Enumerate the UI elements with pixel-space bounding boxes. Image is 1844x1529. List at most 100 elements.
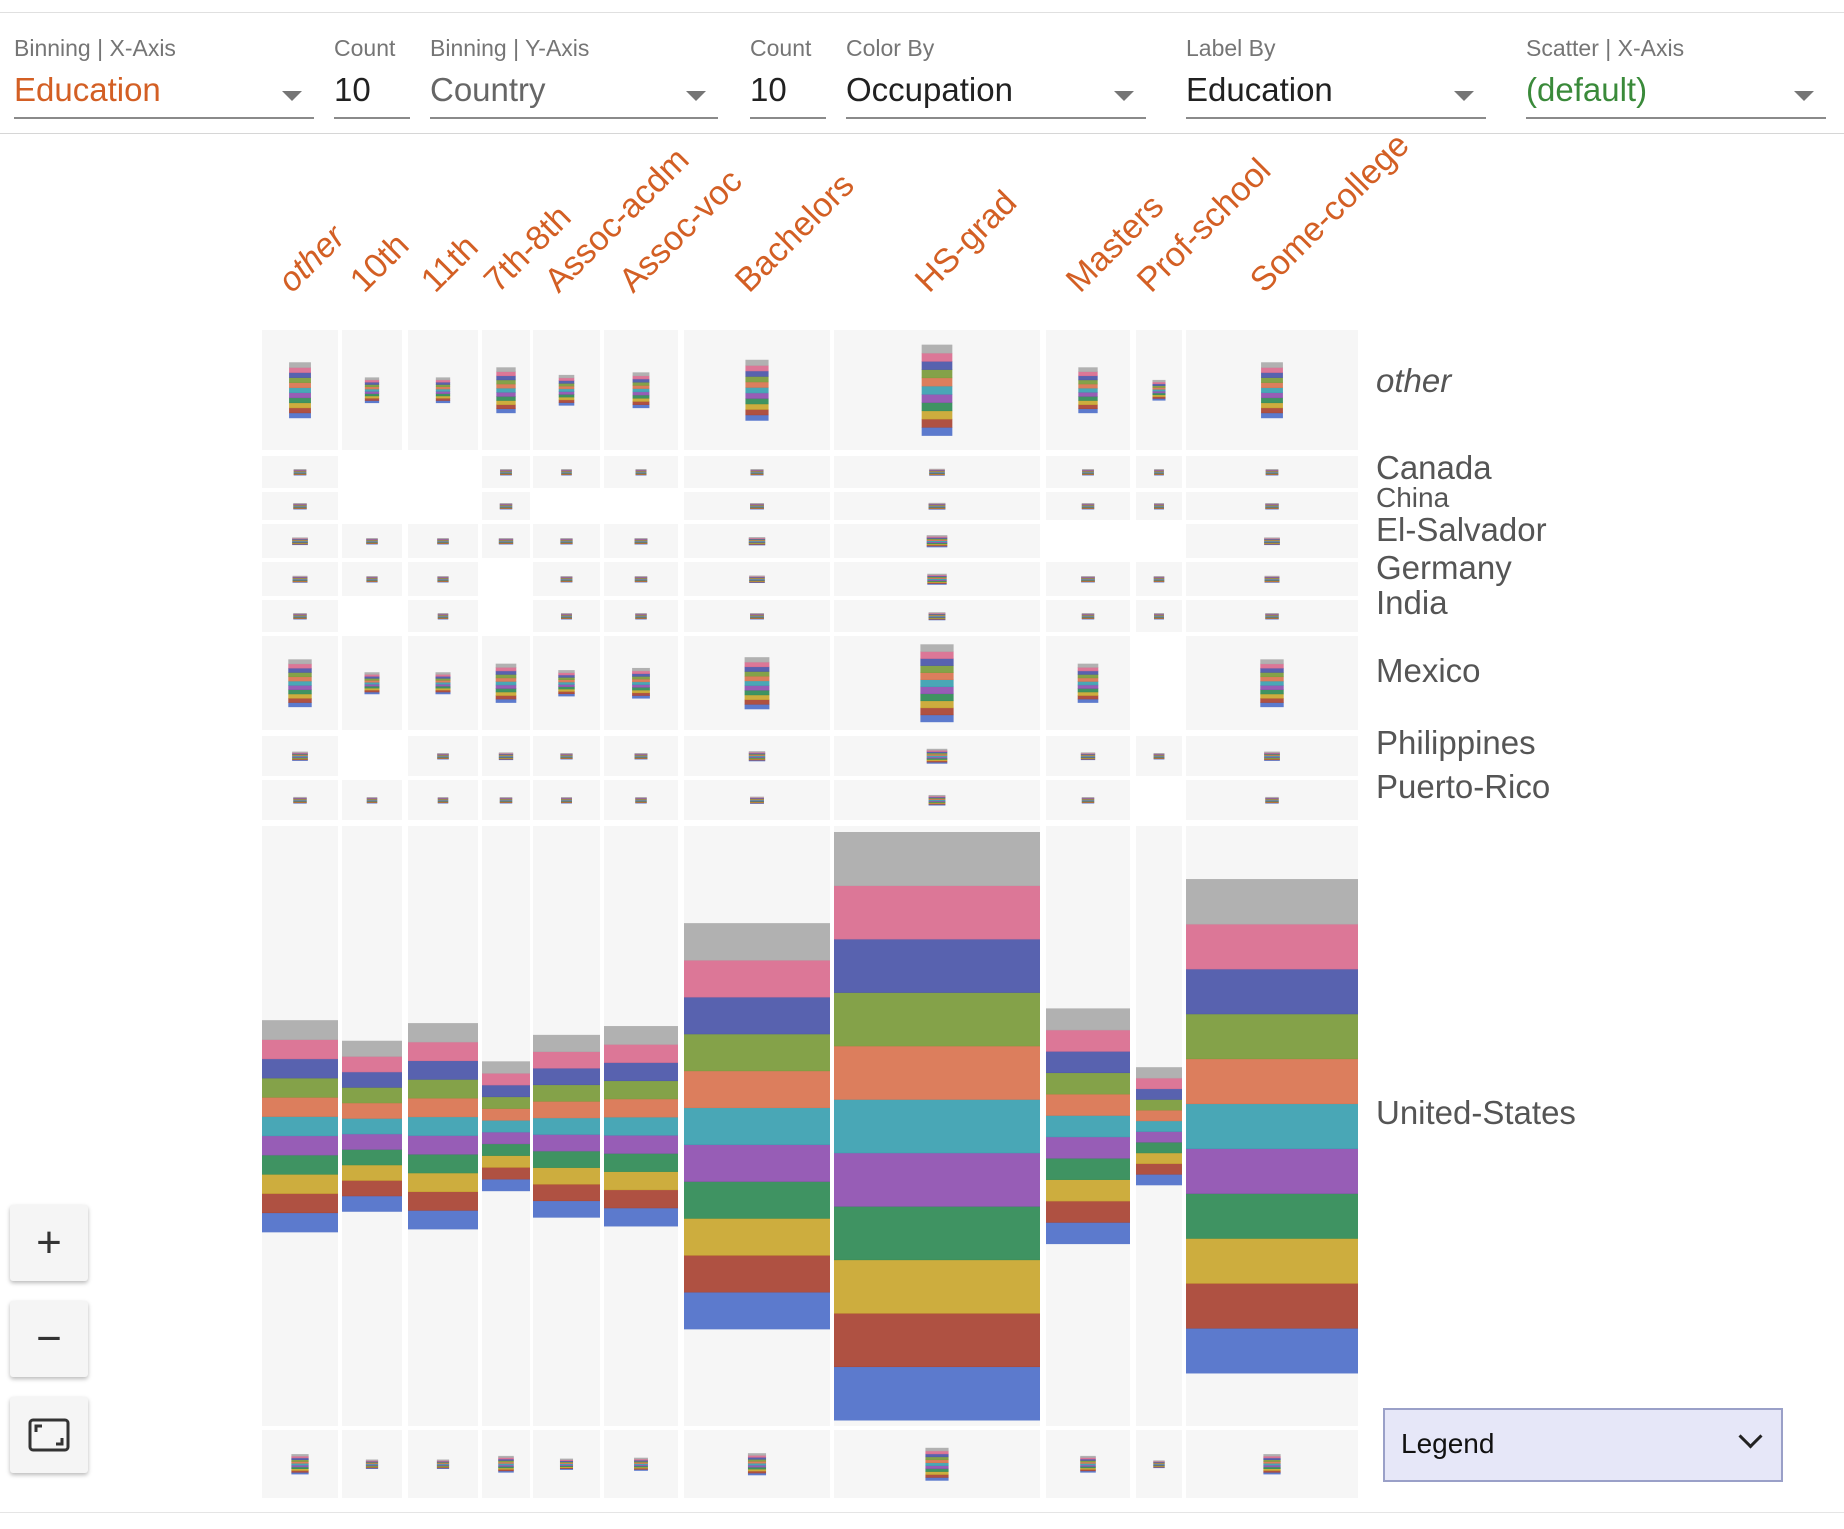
- facet-cell[interactable]: [482, 562, 530, 596]
- us-dot-stack[interactable]: [604, 1026, 678, 1227]
- facet-cell[interactable]: [482, 600, 530, 632]
- facet-cell[interactable]: [1046, 524, 1130, 558]
- dot-stack[interactable]: [1080, 1455, 1096, 1473]
- color-by-select[interactable]: Color By Occupation: [846, 13, 1146, 133]
- dropdown-arrow-icon[interactable]: [1794, 91, 1814, 101]
- us-dot-stack[interactable]: [834, 832, 1040, 1421]
- dropdown-arrow-icon[interactable]: [1114, 91, 1134, 101]
- dot-stack[interactable]: [498, 538, 514, 545]
- y-axis-label[interactable]: Canada: [1376, 449, 1492, 486]
- dot-stack[interactable]: [635, 469, 647, 476]
- x-axis-label[interactable]: 11th: [414, 228, 486, 300]
- facet-cell[interactable]: [1136, 524, 1182, 558]
- dot-stack[interactable]: [560, 753, 573, 760]
- y-axis-label[interactable]: India: [1376, 584, 1448, 621]
- dot-stack[interactable]: [745, 359, 769, 421]
- dot-stack[interactable]: [364, 377, 380, 404]
- dot-stack[interactable]: [1153, 576, 1165, 583]
- dot-stack[interactable]: [291, 1454, 309, 1475]
- dropdown-arrow-icon[interactable]: [282, 91, 302, 101]
- dot-stack[interactable]: [561, 613, 572, 620]
- dot-stack[interactable]: [366, 576, 378, 583]
- facet-cell[interactable]: [342, 736, 402, 776]
- dot-stack[interactable]: [1153, 753, 1165, 760]
- dot-stack[interactable]: [293, 796, 307, 804]
- y-axis-label[interactable]: China: [1376, 482, 1450, 513]
- dot-stack[interactable]: [437, 753, 449, 760]
- x-axis-label[interactable]: Bachelors: [728, 166, 862, 300]
- dot-stack[interactable]: [634, 1457, 648, 1471]
- us-dot-stack[interactable]: [1046, 1008, 1130, 1245]
- y-axis-label[interactable]: United-States: [1376, 1094, 1576, 1131]
- dot-stack[interactable]: [1261, 362, 1283, 419]
- dot-stack[interactable]: [1154, 503, 1164, 510]
- dot-stack[interactable]: [1263, 1454, 1281, 1475]
- dot-stack[interactable]: [437, 613, 449, 620]
- us-dot-stack[interactable]: [533, 1034, 600, 1218]
- dot-stack[interactable]: [925, 1447, 949, 1481]
- dot-stack[interactable]: [558, 670, 575, 697]
- us-dot-stack[interactable]: [408, 1023, 478, 1230]
- dot-stack[interactable]: [632, 372, 650, 409]
- dot-stack[interactable]: [1264, 575, 1280, 583]
- dot-stack[interactable]: [364, 672, 380, 695]
- dropdown-arrow-icon[interactable]: [1454, 91, 1474, 101]
- dot-stack[interactable]: [1082, 469, 1094, 476]
- dot-stack[interactable]: [365, 1459, 379, 1470]
- dot-stack[interactable]: [288, 659, 312, 708]
- dot-stack[interactable]: [560, 576, 573, 583]
- x-axis-label[interactable]: HS-grad: [908, 183, 1024, 299]
- dot-stack[interactable]: [293, 469, 307, 476]
- dot-stack[interactable]: [750, 796, 764, 804]
- dot-stack[interactable]: [435, 672, 451, 695]
- dot-stack[interactable]: [1265, 796, 1279, 804]
- dot-stack[interactable]: [437, 797, 449, 804]
- dot-stack[interactable]: [498, 1455, 514, 1473]
- dot-stack[interactable]: [1154, 613, 1164, 620]
- dot-stack[interactable]: [1265, 469, 1279, 476]
- dot-stack[interactable]: [749, 575, 765, 584]
- dot-stack[interactable]: [750, 503, 764, 510]
- dot-stack[interactable]: [499, 797, 513, 804]
- dot-stack[interactable]: [498, 752, 514, 761]
- dot-stack[interactable]: [292, 575, 308, 583]
- dot-stack[interactable]: [437, 538, 449, 545]
- dot-stack[interactable]: [750, 613, 764, 620]
- dot-stack[interactable]: [1081, 576, 1095, 583]
- dot-stack[interactable]: [1077, 663, 1099, 703]
- facet-cell[interactable]: [533, 492, 600, 520]
- dot-stack[interactable]: [748, 751, 766, 762]
- x-axis-label[interactable]: other: [271, 217, 354, 300]
- dot-stack[interactable]: [926, 748, 948, 764]
- dot-stack[interactable]: [1264, 751, 1280, 761]
- facet-cell[interactable]: [408, 492, 478, 520]
- dot-stack[interactable]: [634, 753, 648, 760]
- dot-stack[interactable]: [634, 576, 648, 583]
- dot-stack[interactable]: [500, 469, 512, 476]
- fit-to-screen-button[interactable]: [10, 1397, 88, 1473]
- dot-stack[interactable]: [634, 538, 648, 545]
- dot-stack[interactable]: [1081, 613, 1095, 620]
- dot-stack[interactable]: [436, 1459, 450, 1470]
- zoom-out-button[interactable]: −: [10, 1301, 88, 1377]
- binning-y-select[interactable]: Binning | Y-Axis Country: [430, 13, 718, 133]
- dot-stack[interactable]: [1081, 503, 1095, 510]
- dropdown-arrow-icon[interactable]: [686, 91, 706, 101]
- dot-stack[interactable]: [1153, 1460, 1165, 1469]
- dot-stack[interactable]: [747, 1453, 767, 1476]
- facet-grid[interactable]: other10th11th7th-8thAssoc-acdmAssoc-vocB…: [0, 126, 1844, 1524]
- dot-stack[interactable]: [1081, 797, 1095, 804]
- dot-stack[interactable]: [1265, 613, 1279, 620]
- dot-stack[interactable]: [293, 503, 307, 510]
- dot-stack[interactable]: [292, 537, 308, 546]
- dot-stack[interactable]: [499, 503, 513, 510]
- dot-stack[interactable]: [928, 612, 946, 621]
- dot-stack[interactable]: [744, 657, 770, 710]
- us-dot-stack[interactable]: [684, 923, 830, 1330]
- dot-stack[interactable]: [1078, 367, 1098, 414]
- y-axis-label[interactable]: Mexico: [1376, 652, 1481, 689]
- dot-stack[interactable]: [921, 344, 953, 436]
- dot-stack[interactable]: [558, 374, 575, 406]
- dot-stack[interactable]: [1265, 503, 1279, 510]
- dot-stack[interactable]: [928, 502, 946, 510]
